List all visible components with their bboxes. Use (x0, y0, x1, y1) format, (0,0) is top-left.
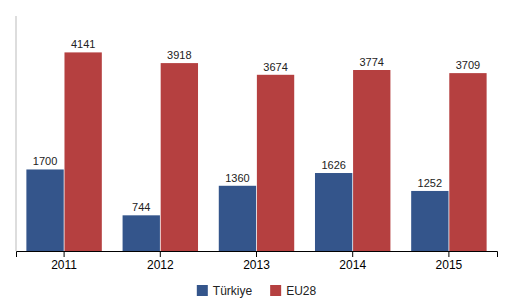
legend: Türkiye EU28 (197, 284, 317, 298)
x-tick-label: 2013 (243, 258, 270, 272)
data-label: 3709 (456, 59, 480, 71)
legend-item: Türkiye (197, 284, 253, 298)
data-label: 1360 (225, 172, 249, 184)
bar (411, 191, 448, 251)
x-tick-mark (256, 251, 257, 257)
bar (26, 169, 63, 251)
legend-item: EU28 (270, 284, 316, 298)
bar (219, 186, 256, 251)
data-label: 4141 (71, 38, 95, 50)
x-tick-label: 2014 (339, 258, 366, 272)
x-tick: 2013 (243, 251, 270, 272)
bars (26, 52, 486, 251)
x-tick-label: 2015 (436, 258, 463, 272)
data-label: 1252 (418, 177, 442, 189)
bar (353, 70, 390, 251)
bar (161, 63, 198, 251)
x-tick-mark (160, 251, 161, 257)
data-label: 1626 (321, 159, 345, 171)
bar (64, 52, 101, 251)
x-tick-mark (448, 251, 449, 257)
x-tick: 2015 (436, 251, 463, 272)
data-label: 1700 (33, 155, 57, 167)
x-tick: 2011 (51, 251, 77, 272)
legend-label: Türkiye (213, 284, 253, 298)
data-label: 744 (132, 201, 150, 213)
plot: 1700 744 1360 1626 1252 4141 3918 3674 3774 3709 2… (16, 16, 498, 272)
bar (123, 215, 160, 251)
bar-series (64, 52, 486, 251)
chart: 1700 744 1360 1626 1252 4141 3918 3674 3774 3709 2… (0, 0, 509, 307)
data-label: 3774 (360, 56, 384, 68)
y-axis-line (16, 16, 17, 251)
legend-label: EU28 (286, 284, 316, 298)
data-label: 3918 (167, 49, 191, 61)
data-labels: 1700 744 1360 1626 1252 4141 3918 3674 3774 3709 (33, 38, 480, 213)
x-tick-mark (352, 251, 353, 257)
x-axis-line (17, 252, 498, 258)
bar (315, 173, 352, 251)
bar (257, 75, 294, 251)
data-label: 3674 (263, 61, 287, 73)
x-tick: 2014 (339, 251, 366, 272)
x-axis: 2011 2012 2013 2014 2015 (17, 251, 498, 272)
x-tick-mark (64, 251, 65, 257)
legend-swatch (197, 285, 208, 296)
x-tick: 2012 (147, 251, 174, 272)
bar (449, 73, 486, 251)
x-tick-label: 2012 (147, 258, 174, 272)
legend-swatch (270, 285, 281, 296)
x-tick-label: 2011 (51, 258, 77, 272)
